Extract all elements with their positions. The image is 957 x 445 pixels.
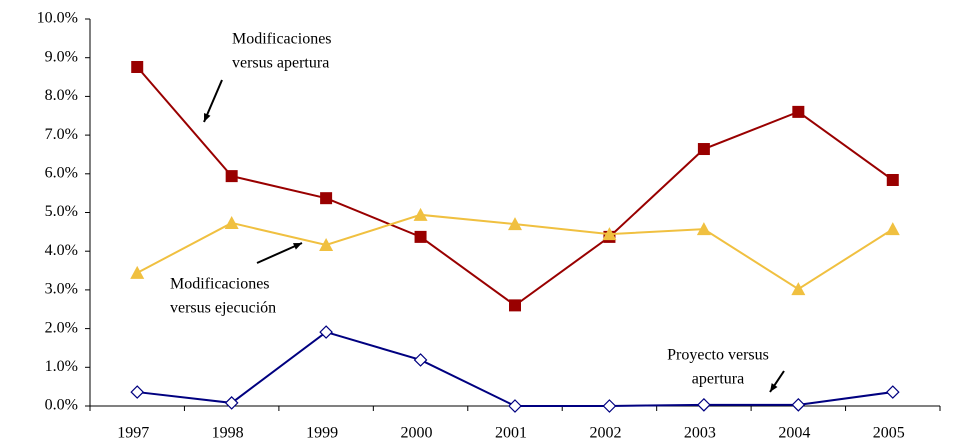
series-label: Modificaciones <box>232 31 332 48</box>
x-tick-label: 1998 <box>212 425 244 442</box>
marker <box>791 282 806 296</box>
series-label: versus ejecución <box>170 300 276 317</box>
y-tick-label: 1.0% <box>45 358 78 375</box>
marker <box>224 396 239 410</box>
marker <box>319 238 334 252</box>
marker <box>413 353 428 367</box>
marker <box>414 230 427 243</box>
y-tick-label: 8.0% <box>45 87 78 104</box>
y-tick-label: 3.0% <box>45 281 78 298</box>
marker <box>696 222 711 236</box>
series-label: apertura <box>692 371 744 388</box>
x-tick-label: 1999 <box>306 425 338 442</box>
marker <box>602 399 617 413</box>
series-line <box>137 330 893 407</box>
series-label: Modificaciones <box>170 276 270 293</box>
x-tick-label: 2001 <box>495 425 527 442</box>
y-tick-label: 5.0% <box>45 203 78 220</box>
x-tick-label: 2003 <box>684 425 716 442</box>
x-tick-label: 2005 <box>873 425 905 442</box>
arrow-head <box>770 383 778 392</box>
marker <box>886 173 899 186</box>
marker <box>131 60 144 73</box>
y-tick-label: 6.0% <box>45 164 78 181</box>
marker <box>224 215 239 229</box>
series-label: Proyecto versus <box>667 347 769 364</box>
series-line <box>136 66 894 307</box>
y-tick-label: 2.0% <box>45 319 78 336</box>
x-tick-label: 2004 <box>778 425 810 442</box>
y-tick-label: 0.0% <box>45 397 78 414</box>
marker <box>130 385 145 399</box>
marker <box>319 325 333 339</box>
marker <box>885 222 900 236</box>
x-tick-label: 2002 <box>589 425 621 442</box>
x-tick-label: 2000 <box>401 425 433 442</box>
marker <box>320 192 333 205</box>
marker <box>413 207 428 221</box>
marker <box>792 105 805 118</box>
y-tick-label: 7.0% <box>45 126 78 143</box>
marker <box>508 217 522 231</box>
x-tick-label: 1997 <box>117 425 149 442</box>
arrow-head <box>293 243 302 250</box>
marker <box>885 385 900 399</box>
marker <box>602 227 617 241</box>
marker <box>509 299 521 312</box>
marker <box>508 399 522 413</box>
marker <box>791 397 806 412</box>
marker <box>130 265 145 279</box>
y-tick-label: 9.0% <box>45 48 78 65</box>
series-label: versus apertura <box>232 55 329 72</box>
marker <box>697 143 710 156</box>
marker <box>697 397 711 412</box>
arrow-head <box>204 113 211 122</box>
y-tick-label: 10.0% <box>37 10 78 27</box>
marker <box>225 170 238 183</box>
y-tick-label: 4.0% <box>45 242 78 259</box>
